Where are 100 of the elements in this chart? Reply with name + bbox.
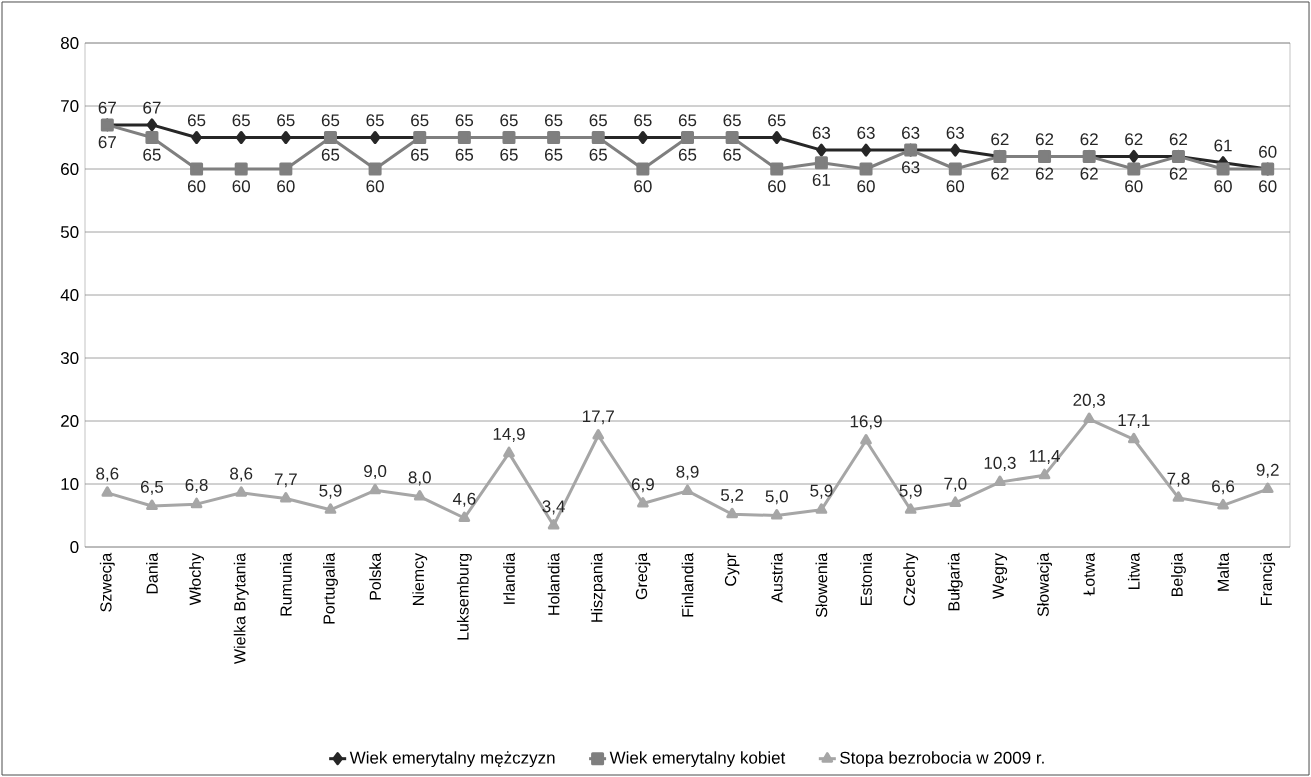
data-label: 65 [277,114,295,127]
point [726,507,738,519]
data-label: 5,0 [765,490,788,505]
point [770,162,784,176]
point [279,162,293,176]
data-label: 60 [1259,145,1277,158]
data-label: 6,6 [1212,480,1235,495]
point [950,143,961,157]
point [1083,412,1095,424]
data-label: 60 [1125,180,1143,193]
point [145,131,159,144]
data-label: 65 [232,114,250,127]
data-label: 62 [1080,133,1098,146]
data-label: 61 [1214,139,1232,152]
point [681,484,694,495]
point [1127,432,1140,444]
point [637,497,649,508]
data-label: 5,9 [810,484,833,499]
data-label: 17,7 [583,410,614,425]
point [503,446,515,458]
data-label: 17,1 [1118,414,1150,429]
x-tick-label: Węgry [992,552,1008,600]
point [860,434,872,445]
data-label: 63 [902,161,920,174]
point [1217,498,1229,510]
data-label: 62 [1169,167,1188,180]
data-label: 65 [187,114,206,127]
x-tick-label: Polska [369,552,381,600]
data-label: 62 [991,167,1009,180]
x-tick-label: Estonia [860,552,872,605]
y-tick-label: 20 [61,414,79,428]
data-label: 65 [411,148,429,161]
data-label: 65 [143,148,161,161]
data-label: 8,0 [408,471,431,486]
x-tick-label: Francja [1260,552,1276,605]
point [1261,482,1274,494]
x-tick-label: Włochy [189,552,205,606]
data-label: 62 [1169,133,1188,146]
data-label: 6,9 [631,478,654,493]
point [458,511,471,523]
data-label: 65 [545,148,563,161]
point [1127,162,1141,176]
data-label: 9,0 [364,465,387,480]
data-label: 8,9 [676,465,699,480]
data-label: 67 [98,101,116,114]
data-label: 8,6 [96,467,119,482]
point [1172,491,1185,502]
point [592,428,605,440]
point [190,497,203,509]
data-label: 65 [545,114,563,127]
x-tick-label: Cypr [724,553,740,586]
data-label: 60 [1259,180,1277,193]
y-tick-label: 80 [60,36,79,50]
data-label: 67 [98,136,116,149]
data-label: 62 [1125,133,1143,146]
data-label: 9,2 [1256,463,1279,478]
legend-label: Wiek emerytalny mężczyzn [349,751,555,768]
point [904,503,917,514]
y-tick-label: 60 [61,162,79,176]
data-label: 3,4 [542,500,565,515]
data-label: 7,8 [1167,472,1190,487]
data-label: 65 [678,114,697,127]
data-label: 60 [187,180,206,193]
data-label: 65 [500,114,518,127]
x-tick-label: Litwa [1127,552,1140,589]
point [948,162,962,176]
data-label: 20,3 [1073,393,1105,408]
x-tick-label: Luksemburg [456,553,472,640]
data-label: 65 [500,148,518,161]
x-tick-label: Hiszpania [590,552,606,622]
data-label: 10,3 [984,456,1016,471]
data-label: 11,4 [1029,450,1060,464]
data-label: 60 [1214,180,1232,193]
data-label: 65 [455,114,474,127]
data-label: 60 [232,180,250,193]
data-label: 6,8 [185,478,208,493]
data-label: 63 [902,126,920,139]
point [413,490,426,501]
data-label: 5,2 [721,488,744,504]
point [369,483,381,495]
x-tick-label: Irlandia [503,552,515,604]
x-tick-label: Portugalia [323,552,338,624]
data-label: 62 [991,133,1009,146]
point [368,162,382,176]
data-label: 65 [678,148,697,161]
point [814,156,828,170]
x-tick-label: Bułgaria [947,552,963,611]
data-label: 65 [723,114,741,127]
data-label: 7,0 [944,477,967,492]
point [190,162,204,176]
x-tick-label: Belgia [1170,552,1186,597]
point [146,118,158,132]
point [859,162,873,176]
point [1038,468,1051,480]
point [235,131,247,144]
data-label: 8,6 [230,467,253,482]
data-label: 61 [812,173,831,186]
data-label: 65 [321,148,340,161]
x-tick-label: Łotwa [1083,552,1095,596]
point [815,503,828,514]
